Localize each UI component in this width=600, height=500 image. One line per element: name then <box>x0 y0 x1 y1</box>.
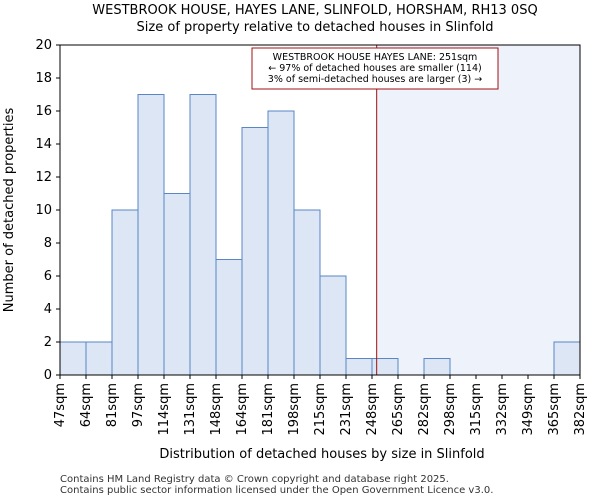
y-tick-label: 6 <box>44 269 52 284</box>
bar <box>319 275 347 376</box>
x-tick-label: 198sqm <box>287 383 302 436</box>
x-tick-label: 349sqm <box>521 383 536 436</box>
y-tick-label: 14 <box>35 137 52 152</box>
x-tick-label: 265sqm <box>391 383 406 436</box>
y-tick-label: 12 <box>35 170 52 185</box>
x-tick-label: 248sqm <box>365 383 380 436</box>
x-tick-label: 81sqm <box>105 383 120 427</box>
x-tick-label: 131sqm <box>183 383 198 436</box>
x-tick-label: 298sqm <box>443 383 458 436</box>
x-tick-label: 282sqm <box>417 383 432 436</box>
bar <box>293 209 321 376</box>
x-tick-label: 332sqm <box>495 383 510 436</box>
annotation-box <box>251 47 499 90</box>
x-tick-label: 64sqm <box>79 383 94 427</box>
annotation-line: WESTBROOK HOUSE HAYES LANE: 251sqm <box>273 52 478 63</box>
x-tick-label: 97sqm <box>131 383 146 427</box>
x-tick-label: 215sqm <box>313 383 328 436</box>
y-tick-label: 0 <box>44 368 52 383</box>
y-axis-label: Number of detached properties <box>2 108 17 313</box>
y-tick-label: 8 <box>44 236 52 251</box>
annotation-line: ← 97% of detached houses are smaller (11… <box>268 63 481 74</box>
bar <box>189 94 217 376</box>
x-tick-label: 382sqm <box>573 383 588 436</box>
x-tick-label: 365sqm <box>547 383 562 436</box>
x-tick-label: 181sqm <box>261 383 276 436</box>
y-tick-label: 2 <box>44 335 52 350</box>
plot-area: 0 2 4 6 8 10 12 14 16 18 20 47sqm 64sqm 81sqm 97sqm 114… <box>35 38 588 436</box>
annotation-line: 3% of semi-detached houses are larger (3… <box>268 74 482 85</box>
footer-line-2: Contains public sector information licen… <box>60 485 494 496</box>
bar <box>59 341 87 376</box>
bar <box>267 110 295 376</box>
chart-subtitle: Size of property relative to detached ho… <box>137 20 494 35</box>
bar <box>215 259 243 376</box>
x-tick-label: 231sqm <box>339 383 354 436</box>
x-tick-label: 315sqm <box>469 383 484 436</box>
y-tick-label: 4 <box>44 302 52 317</box>
x-tick-label: 114sqm <box>157 383 172 436</box>
x-tick-label: 47sqm <box>53 383 68 427</box>
y-tick-label: 20 <box>35 38 52 53</box>
bar <box>423 358 451 376</box>
chart-title: WESTBROOK HOUSE, HAYES LANE, SLINFOLD, H… <box>92 3 537 18</box>
bar <box>85 341 113 376</box>
x-axis-label: Distribution of detached houses by size … <box>159 447 484 462</box>
bar <box>371 358 399 376</box>
bar <box>345 358 373 376</box>
x-tick-label: 148sqm <box>209 383 224 436</box>
y-tick-label: 16 <box>35 104 52 119</box>
bar <box>111 209 139 376</box>
footer-line-1: Contains HM Land Registry data © Crown c… <box>60 474 449 485</box>
bar <box>137 94 165 376</box>
y-tick-label: 10 <box>35 203 52 218</box>
x-tick-label: 164sqm <box>235 383 250 436</box>
bar <box>163 193 191 376</box>
shaded-region <box>376 45 580 375</box>
y-tick-label: 18 <box>35 71 52 86</box>
bar <box>553 341 581 376</box>
bar <box>241 127 269 376</box>
